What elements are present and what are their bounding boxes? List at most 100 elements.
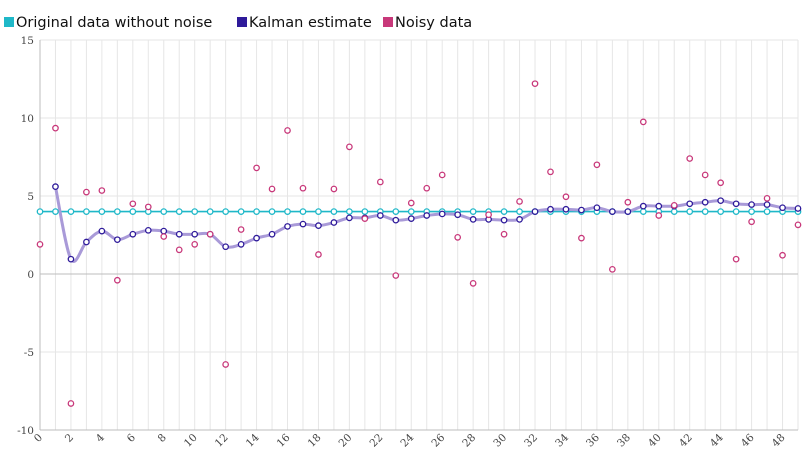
data-point-kalman — [454, 211, 462, 219]
data-point-noisy — [52, 124, 59, 132]
x-tick-label: 38 — [615, 432, 633, 450]
data-point-noisy — [83, 188, 90, 196]
data-point-noisy — [655, 212, 663, 219]
x-tick-label: 24 — [398, 431, 416, 449]
data-point-noisy — [191, 241, 199, 248]
data-point-noisy — [237, 226, 245, 233]
data-point-kalman — [531, 208, 539, 215]
data-point-noisy — [670, 202, 678, 209]
data-point-kalman — [686, 200, 694, 208]
x-tick-label: 42 — [677, 432, 695, 450]
data-point-kalman — [98, 227, 106, 235]
y-tick-label: 15 — [21, 35, 34, 47]
data-point-original — [83, 208, 90, 215]
x-tick-label: 32 — [522, 432, 540, 450]
data-point-kalman — [160, 227, 168, 235]
data-point-original — [299, 208, 307, 215]
data-point-original — [67, 208, 75, 215]
data-point-original — [516, 208, 523, 215]
data-point-noisy — [36, 241, 44, 248]
x-tick-label: 40 — [646, 432, 664, 450]
x-tick-label: 48 — [770, 432, 788, 450]
data-point-original — [129, 208, 137, 215]
data-point-noisy — [686, 155, 694, 162]
data-point-noisy — [717, 179, 725, 187]
data-point-original — [639, 208, 647, 215]
data-point-original — [98, 208, 106, 215]
data-point-noisy — [98, 187, 106, 194]
data-point-original — [500, 208, 508, 215]
data-point-kalman — [438, 210, 446, 218]
data-point-noisy — [593, 161, 601, 169]
x-tick-label: 44 — [708, 431, 726, 449]
data-point-original — [315, 208, 322, 215]
x-tick-label: 0 — [32, 432, 45, 445]
data-point-noisy — [268, 185, 276, 193]
data-point-original — [701, 208, 709, 215]
data-point-noisy — [624, 198, 632, 206]
data-point-noisy — [206, 230, 214, 238]
data-point-kalman — [609, 208, 616, 215]
data-point-kalman — [655, 202, 663, 210]
data-point-noisy — [701, 171, 709, 179]
data-point-kalman — [191, 230, 199, 238]
data-point-noisy — [794, 221, 802, 229]
x-tick-label: 6 — [125, 431, 138, 444]
data-point-kalman — [547, 205, 554, 213]
data-point-original — [670, 208, 678, 215]
data-point-noisy — [516, 198, 523, 205]
data-point-noisy — [438, 171, 446, 179]
data-point-noisy — [779, 251, 786, 259]
data-point-original — [113, 208, 121, 215]
data-point-noisy — [500, 230, 508, 238]
data-point-kalman — [330, 219, 338, 226]
x-tick-label: 46 — [739, 431, 757, 449]
data-point-noisy — [748, 218, 755, 226]
data-point-kalman — [516, 216, 523, 223]
y-tick-label: 0 — [27, 269, 34, 281]
data-point-kalman — [315, 222, 322, 229]
data-point-original — [36, 208, 44, 215]
data-point-original — [222, 208, 229, 215]
data-point-original — [346, 208, 353, 215]
data-point-noisy — [454, 233, 462, 241]
x-tick-label: 12 — [213, 432, 231, 450]
data-point-original — [717, 208, 725, 215]
series-lines — [40, 186, 799, 263]
data-point-kalman — [346, 214, 353, 222]
x-tick-label: 16 — [275, 431, 293, 449]
data-point-kalman — [253, 234, 260, 242]
data-point-noisy — [346, 143, 353, 151]
data-point-original — [268, 208, 276, 215]
data-point-kalman — [763, 201, 771, 208]
x-tick-label: 14 — [244, 431, 262, 449]
data-point-kalman — [469, 216, 477, 223]
legend-swatch-kalman — [237, 17, 247, 27]
data-point-kalman — [376, 212, 384, 219]
data-point-noisy — [361, 215, 369, 222]
data-point-kalman — [113, 236, 121, 244]
x-tick-label: 26 — [429, 431, 447, 449]
data-point-original — [191, 208, 199, 215]
data-point-kalman — [639, 202, 647, 210]
data-point-kalman — [67, 255, 75, 263]
data-point-noisy — [639, 118, 647, 126]
y-tick-label: -5 — [24, 347, 34, 359]
data-point-kalman — [268, 230, 276, 238]
data-point-noisy — [407, 199, 415, 207]
data-point-noisy — [609, 265, 616, 273]
data-point-kalman — [748, 201, 755, 208]
x-tick-label: 4 — [94, 431, 107, 444]
data-point-original — [763, 208, 771, 215]
data-point-original — [160, 208, 168, 215]
y-tick-label: -10 — [17, 425, 34, 437]
data-point-kalman — [222, 243, 229, 251]
data-point-kalman — [624, 208, 632, 215]
data-point-kalman — [578, 206, 585, 214]
data-point-original — [732, 208, 740, 215]
data-point-noisy — [547, 168, 554, 176]
y-tick-label: 5 — [27, 191, 34, 203]
data-point-kalman — [593, 204, 601, 212]
